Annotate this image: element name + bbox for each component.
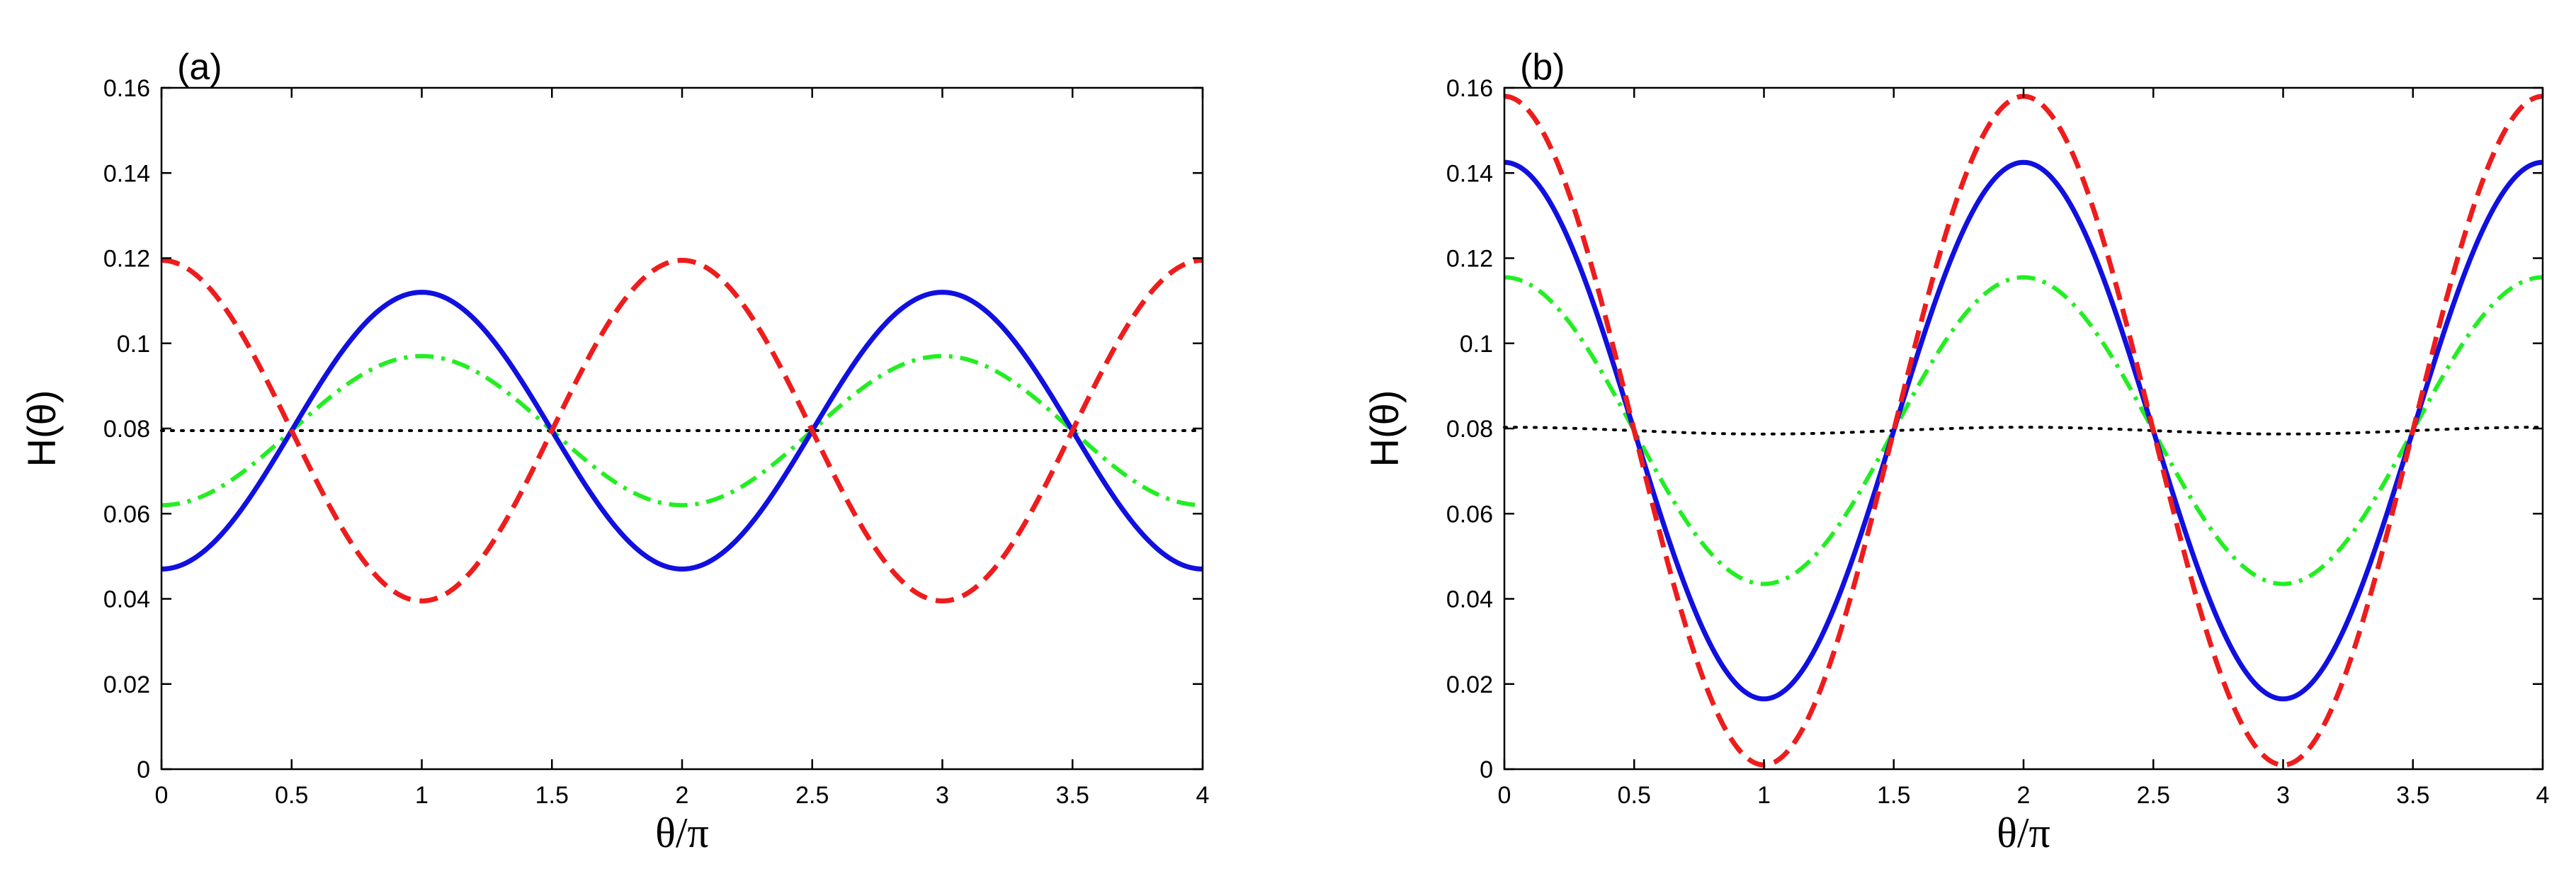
x-axis-label: θ/π (655, 810, 709, 856)
y-tick-label: 0.1 (1460, 331, 1493, 358)
y-tick-label: 0.12 (103, 246, 150, 273)
x-tick-label: 1.5 (535, 782, 569, 809)
x-tick-label: 0 (155, 782, 169, 809)
x-tick-label: 2.5 (795, 782, 829, 809)
x-axis-label: θ/π (1997, 810, 2050, 856)
y-tick-label: 0.12 (1446, 246, 1493, 273)
panel-b: 0 0.5 1 1.5 2 2.5 3 3.5 4 0 0.02 0.04 0.06 0.08 0.1 0.1… (1362, 47, 2549, 856)
y-axis-label: H(θ) (1362, 390, 1407, 467)
y-tick-label: 0 (137, 756, 150, 783)
y-tick-label: 0.16 (1446, 75, 1493, 102)
x-tick-label: 3 (2276, 782, 2290, 809)
y-tick-label: 0.04 (103, 586, 150, 613)
x-tick-label: 1.5 (1877, 782, 1910, 809)
x-tick-label: 3 (936, 782, 949, 809)
x-tick-label: 2 (2017, 782, 2031, 809)
axes-frame (1503, 86, 2544, 771)
panel-label: (b) (1520, 47, 1565, 88)
y-axis-label: H(θ) (19, 390, 64, 467)
y-tick-label: 0.02 (1446, 671, 1493, 698)
y-tick-label: 0.14 (103, 160, 150, 187)
y-tick-label: 0.06 (1446, 501, 1493, 528)
x-tick-label: 4 (1196, 782, 1210, 809)
y-tick-label: 0.08 (103, 416, 150, 443)
series-solid (161, 290, 1203, 572)
x-tick-label: 1 (415, 782, 429, 809)
series-solid (1504, 159, 2543, 702)
series-dashed (161, 258, 1203, 604)
series-dash-dot (1504, 275, 2543, 586)
panel-a: 0 0.5 1 1.5 2 2.5 3 3.5 4 0 0.02 0.04 0.06 0.08 0.1 0.1… (19, 47, 1209, 856)
y-tick-label: 0.02 (103, 671, 150, 698)
x-tick-label: 2 (676, 782, 689, 809)
y-tick-label: 0.14 (1446, 160, 1493, 187)
x-tick-label: 0.5 (1618, 782, 1651, 809)
series-dotted (1503, 426, 2544, 436)
x-tick-label: 0.5 (275, 782, 308, 809)
panel-label: (a) (177, 47, 222, 88)
y-tick-label: 0.04 (1446, 586, 1493, 613)
y-tick-label: 0.1 (117, 331, 150, 358)
x-tick-label: 4 (2536, 782, 2550, 809)
x-tick-label: 3.5 (2396, 782, 2429, 809)
x-tick-label: 0 (1498, 782, 1511, 809)
x-tick-label: 1 (1757, 782, 1771, 809)
y-tick-label: 0.06 (103, 501, 150, 528)
axes-frame (160, 86, 1204, 771)
x-tick-label: 2.5 (2137, 782, 2170, 809)
y-tick-label: 0 (1480, 756, 1493, 783)
y-tick-label: 0.08 (1446, 416, 1493, 443)
series-dash-dot (161, 353, 1203, 508)
x-tick-label: 3.5 (1056, 782, 1089, 809)
y-tick-label: 0.16 (103, 75, 150, 102)
